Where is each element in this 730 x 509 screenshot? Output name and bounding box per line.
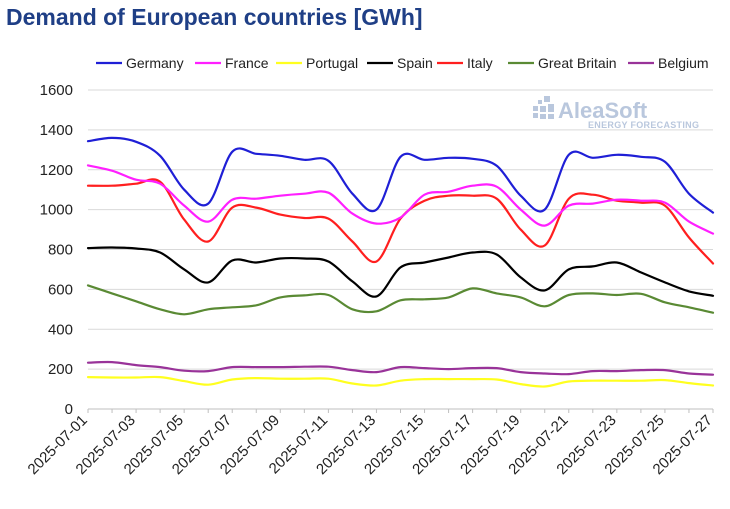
y-tick-label: 1200 [40,162,73,179]
y-tick-label: 1400 [40,122,73,139]
watermark-name: AleaSoft [558,98,648,123]
x-axis-ticks: 2025-07-012025-07-032025-07-052025-07-07… [25,412,716,478]
series-line-germany [86,136,715,214]
aleasoft-watermark: AleaSoft ENERGY FORECASTING [533,96,699,130]
legend-label: Spain [397,55,433,71]
y-tick-label: 600 [48,281,73,298]
series-lines [86,136,715,388]
y-tick-label: 800 [48,242,73,259]
chart-title: Demand of European countries [GWh] [6,4,423,30]
legend-label: Great Britain [538,55,617,71]
legend-label: Portugal [306,55,358,71]
y-tick-label: 0 [65,401,73,418]
watermark-tagline: ENERGY FORECASTING [588,120,699,130]
series-line-france [86,164,715,235]
aleasoft-logo-icon [533,96,554,119]
y-tick-label: 1600 [40,82,73,99]
y-axis-ticks: 0 200 400 600 800 1000 1200 1400 1600 [40,82,73,418]
legend-label: Belgium [658,55,709,71]
series-line-portugal [86,375,715,388]
legend: Germany France Portugal Spain Italy Great Bri… [96,55,709,71]
axes [87,408,714,413]
legend-label: Italy [467,55,493,71]
series-line-great-britain [86,284,715,316]
series-line-italy [86,178,715,265]
y-tick-label: 1000 [40,202,73,219]
legend-label: Germany [126,55,184,71]
legend-label: France [225,55,269,71]
series-line-belgium [86,360,715,376]
gridlines [88,89,713,370]
series-line-spain [86,246,715,298]
y-tick-label: 200 [48,361,73,378]
y-tick-label: 400 [48,321,73,338]
